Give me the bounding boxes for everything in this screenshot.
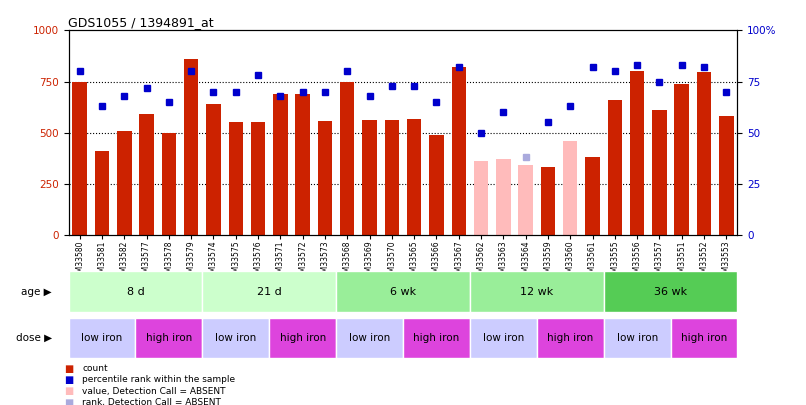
Text: 6 wk: 6 wk — [390, 287, 416, 296]
Text: percentile rank within the sample: percentile rank within the sample — [82, 375, 235, 384]
Text: 8 d: 8 d — [127, 287, 144, 296]
Bar — [251, 122, 265, 235]
Bar — [719, 116, 733, 235]
Bar — [69, 318, 135, 358]
Text: dose ▶: dose ▶ — [15, 333, 52, 343]
Bar — [403, 318, 470, 358]
Bar — [340, 81, 355, 235]
Bar — [363, 120, 376, 235]
Bar — [202, 271, 336, 312]
Text: ■: ■ — [64, 364, 73, 373]
Bar — [336, 318, 403, 358]
Bar — [675, 83, 689, 235]
Bar — [652, 110, 667, 235]
Text: ■: ■ — [64, 375, 73, 385]
Text: high iron: high iron — [547, 333, 593, 343]
Bar — [162, 133, 176, 235]
Text: high iron: high iron — [280, 333, 326, 343]
Bar — [585, 157, 600, 235]
Bar — [430, 135, 443, 235]
Bar — [671, 318, 737, 358]
Bar — [117, 130, 131, 235]
Text: ■: ■ — [64, 386, 73, 396]
Bar — [384, 120, 399, 235]
Bar — [273, 94, 288, 235]
Bar — [69, 271, 202, 312]
Bar — [470, 271, 604, 312]
Text: value, Detection Call = ABSENT: value, Detection Call = ABSENT — [82, 387, 226, 396]
Text: 21 d: 21 d — [257, 287, 281, 296]
Text: low iron: low iron — [81, 333, 123, 343]
Bar — [563, 141, 577, 235]
Bar — [608, 100, 622, 235]
Text: high iron: high iron — [146, 333, 192, 343]
Text: low iron: low iron — [215, 333, 256, 343]
Bar — [470, 318, 537, 358]
Bar — [229, 122, 243, 235]
Bar — [537, 318, 604, 358]
Bar — [184, 59, 198, 235]
Text: ■: ■ — [64, 398, 73, 405]
Bar — [135, 318, 202, 358]
Bar — [318, 122, 332, 235]
Bar — [451, 67, 466, 235]
Text: GDS1055 / 1394891_at: GDS1055 / 1394891_at — [68, 16, 214, 29]
Bar — [518, 165, 533, 235]
Bar — [604, 318, 671, 358]
Text: count: count — [82, 364, 108, 373]
Text: 36 wk: 36 wk — [654, 287, 688, 296]
Bar — [630, 71, 644, 235]
Bar — [95, 151, 109, 235]
Bar — [697, 72, 711, 235]
Text: low iron: low iron — [349, 333, 390, 343]
Bar — [336, 271, 470, 312]
Bar — [604, 271, 737, 312]
Text: low iron: low iron — [483, 333, 524, 343]
Text: age ▶: age ▶ — [21, 287, 52, 296]
Bar — [496, 159, 510, 235]
Text: high iron: high iron — [681, 333, 727, 343]
Bar — [206, 104, 221, 235]
Bar — [139, 114, 154, 235]
Text: 12 wk: 12 wk — [520, 287, 554, 296]
Text: low iron: low iron — [617, 333, 658, 343]
Bar — [73, 81, 87, 235]
Text: rank, Detection Call = ABSENT: rank, Detection Call = ABSENT — [82, 398, 221, 405]
Bar — [407, 119, 422, 235]
Bar — [541, 167, 555, 235]
Bar — [296, 94, 310, 235]
Text: high iron: high iron — [413, 333, 459, 343]
Bar — [202, 318, 269, 358]
Bar — [269, 318, 336, 358]
Bar — [474, 161, 488, 235]
